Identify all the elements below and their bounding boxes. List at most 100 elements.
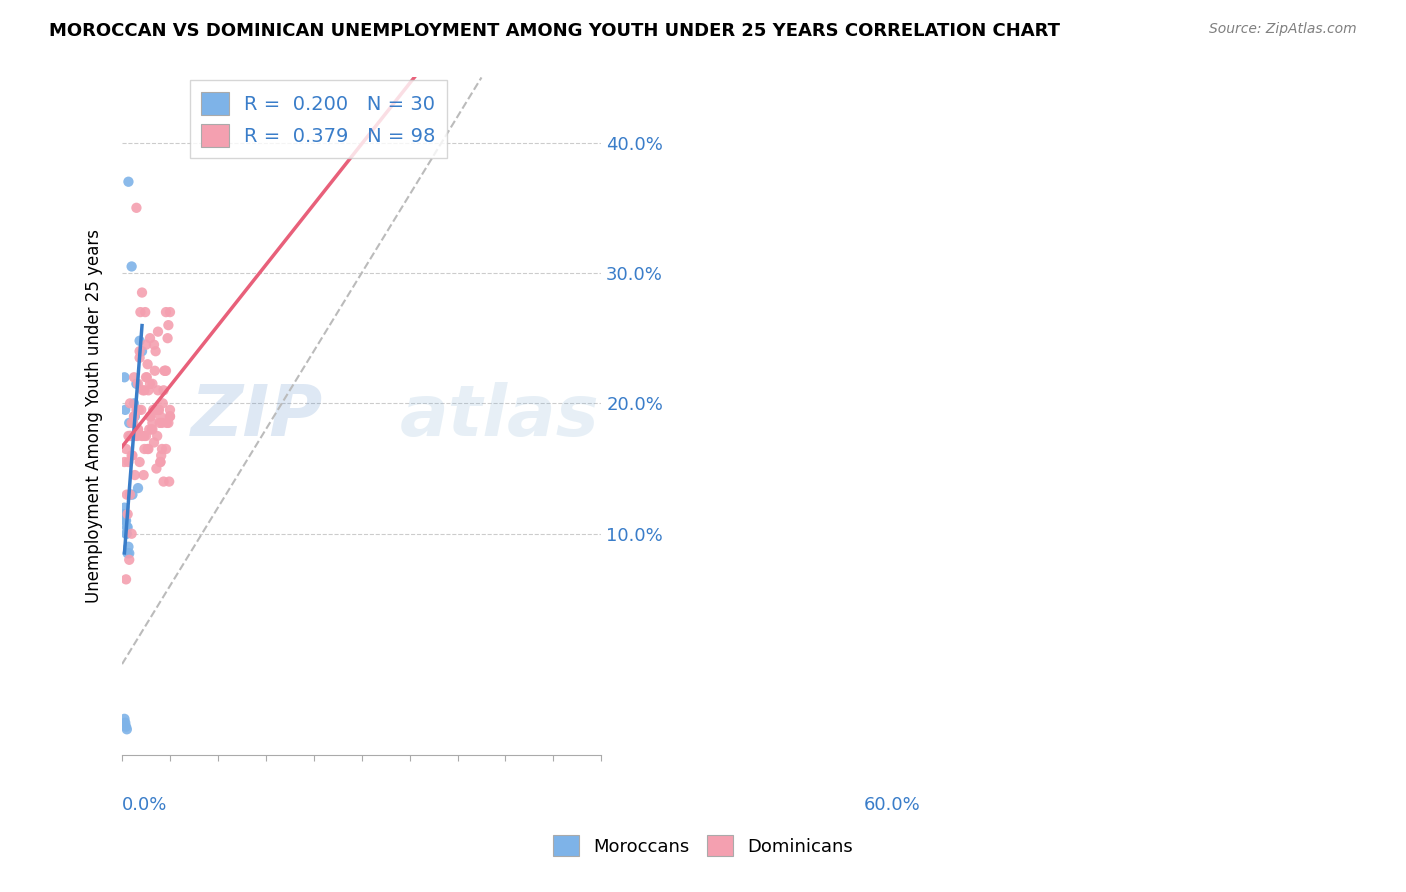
Text: Source: ZipAtlas.com: Source: ZipAtlas.com [1209, 22, 1357, 37]
Point [135, 370, 157, 384]
Point [145, 461, 167, 475]
Point [114, 712, 136, 726]
Point [155, 305, 177, 319]
Point [115, 526, 138, 541]
Point [117, 429, 139, 443]
Point [150, 449, 173, 463]
Point [121, 449, 143, 463]
Point [131, 285, 153, 300]
Point [136, 357, 159, 371]
Point [138, 442, 160, 456]
Point [129, 305, 152, 319]
Point [150, 442, 173, 456]
Point [114, 507, 136, 521]
Point [114, 715, 136, 730]
Point [127, 376, 149, 391]
Point [128, 403, 150, 417]
Point [114, 514, 136, 528]
Point [121, 416, 143, 430]
Point [114, 455, 136, 469]
Point [132, 468, 155, 483]
Point [132, 384, 155, 398]
Text: MOROCCAN VS DOMINICAN UNEMPLOYMENT AMONG YOUTH UNDER 25 YEARS CORRELATION CHART: MOROCCAN VS DOMINICAN UNEMPLOYMENT AMONG… [49, 22, 1060, 40]
Point [145, 344, 167, 359]
Point [117, 546, 139, 560]
Point [141, 416, 163, 430]
Point [152, 475, 174, 489]
Y-axis label: Unemployment Among Youth under 25 years: Unemployment Among Youth under 25 years [86, 229, 103, 603]
Point [128, 351, 150, 365]
Point [117, 455, 139, 469]
Text: atlas: atlas [401, 382, 600, 450]
Text: ZIP: ZIP [191, 382, 323, 450]
Point [131, 429, 153, 443]
Point [117, 540, 139, 554]
Text: 60.0%: 60.0% [865, 796, 921, 814]
Point [150, 416, 173, 430]
Point [114, 403, 136, 417]
Point [134, 384, 156, 398]
Point [135, 337, 157, 351]
Point [127, 422, 149, 436]
Point [127, 403, 149, 417]
Point [124, 409, 146, 424]
Point [134, 442, 156, 456]
Point [128, 455, 150, 469]
Point [127, 422, 149, 436]
Point [115, 488, 138, 502]
Point [118, 396, 141, 410]
Point [139, 409, 162, 424]
Point [121, 260, 143, 274]
Point [114, 370, 136, 384]
Point [149, 455, 172, 469]
Point [157, 318, 180, 333]
Point [159, 403, 181, 417]
Point [153, 364, 176, 378]
Point [139, 331, 162, 345]
Point [135, 370, 157, 384]
Point [118, 429, 141, 443]
Point [134, 305, 156, 319]
Point [139, 376, 162, 391]
Point [121, 449, 143, 463]
Point [157, 416, 180, 430]
Point [141, 422, 163, 436]
Point [115, 442, 138, 456]
Point [115, 526, 138, 541]
Point [120, 429, 142, 443]
Point [122, 416, 145, 430]
Point [145, 403, 167, 417]
Point [139, 409, 162, 424]
Point [138, 384, 160, 398]
Point [145, 403, 167, 417]
Point [149, 416, 172, 430]
Point [114, 507, 136, 521]
Point [143, 435, 166, 450]
Point [117, 520, 139, 534]
Point [122, 409, 145, 424]
Point [124, 468, 146, 483]
Point [122, 409, 145, 424]
Point [125, 201, 148, 215]
Point [117, 175, 139, 189]
Point [122, 370, 145, 384]
Point [141, 422, 163, 436]
Point [146, 325, 169, 339]
Point [127, 429, 149, 443]
Point [152, 384, 174, 398]
Point [115, 720, 138, 734]
Point [115, 514, 138, 528]
Text: 0.0%: 0.0% [122, 796, 167, 814]
Point [128, 344, 150, 359]
Point [129, 403, 152, 417]
Point [131, 344, 153, 359]
Point [136, 442, 159, 456]
Point [131, 429, 153, 443]
Point [121, 488, 143, 502]
Point [127, 481, 149, 495]
Point [153, 364, 176, 378]
Point [155, 442, 177, 456]
Point [148, 403, 170, 417]
Point [152, 396, 174, 410]
Point [149, 455, 172, 469]
